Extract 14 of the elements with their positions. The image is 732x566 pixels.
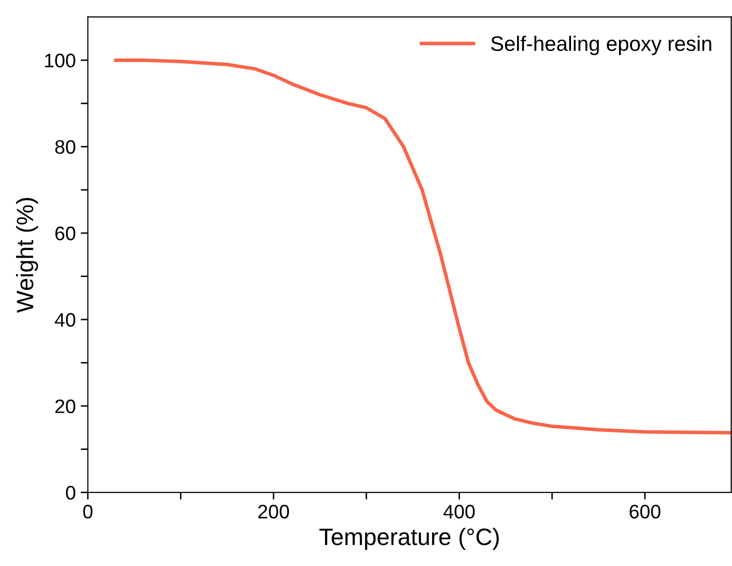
y-tick-label: 60 — [55, 226, 76, 240]
y-axis-title: Weight (%) — [16, 198, 38, 313]
y-tick-label: 80 — [55, 140, 76, 154]
y-tick-label: 40 — [54, 313, 76, 327]
x-axis-title: Temperature (°C) — [319, 528, 499, 550]
y-tick-label: 0 — [66, 486, 76, 500]
y-tick-label: 100 — [45, 54, 76, 68]
x-tick-label: 600 — [630, 504, 660, 519]
line-series — [114, 58, 732, 435]
y-tick-label: 20 — [55, 399, 76, 414]
legend-label: Self-healing epoxy resin — [491, 36, 712, 56]
x-tick-label: 200 — [258, 504, 289, 519]
x-tick-label: 0 — [83, 504, 92, 519]
x-tick-label: 400 — [443, 504, 475, 519]
